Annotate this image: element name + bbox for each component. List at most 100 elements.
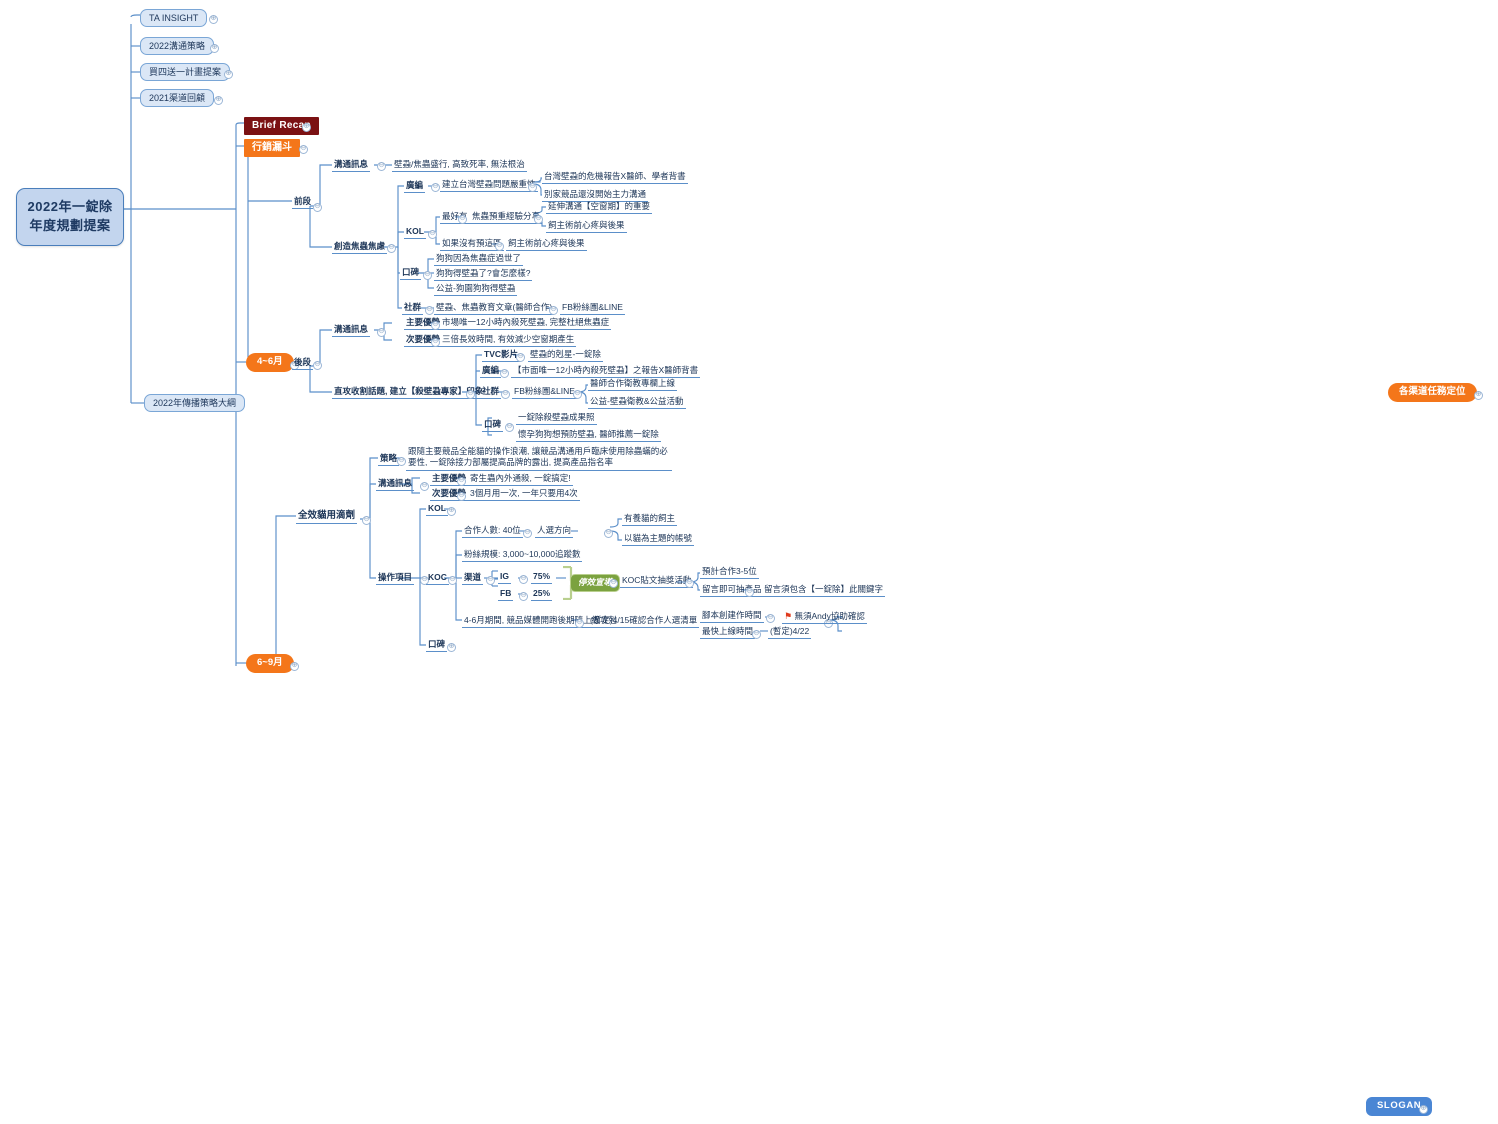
front-group-wom-label[interactable]: 口碑 <box>400 267 422 281</box>
toggle-front-kol-item-1[interactable] <box>458 215 467 224</box>
toggle-stop-effect[interactable] <box>609 579 618 588</box>
toggle-cat-msg-primary[interactable] <box>457 477 466 486</box>
koc-timeline-child-1[interactable]: 腳本創建作時間 <box>700 610 764 624</box>
toggle-koc-activity-child-2[interactable] <box>745 588 754 597</box>
toggle-back-msg-primary[interactable] <box>431 321 440 330</box>
toggle-koc-candidate-direction[interactable] <box>604 529 613 538</box>
chip-channel-roles[interactable]: 各渠道任務定位 <box>1388 383 1477 402</box>
cat-strategy-label[interactable]: 策略 <box>378 453 400 467</box>
toggle-koc-channel-fb[interactable] <box>519 592 528 601</box>
front-kol-child-2[interactable]: 飼主術前心疼與後果 <box>546 220 627 234</box>
koc-channel-ig-name[interactable]: IG <box>498 571 511 585</box>
koc-timeline-text[interactable]: 4-6月期間, 競品媒體開跑後期隨上線攻剋 <box>462 615 620 629</box>
toggle-back-msg-secondary[interactable] <box>431 338 440 347</box>
koc-timeline-child-2[interactable]: 最快上線時間 <box>700 626 756 640</box>
chip-brief-recap[interactable]: Brief Recap <box>244 117 319 135</box>
toggle-channel-roles[interactable] <box>1474 391 1483 400</box>
koc-activity-child-1[interactable]: 預計合作3-5位 <box>700 566 759 580</box>
back-wom-item-1[interactable]: 一錠除殺壁蝨成果照 <box>516 412 597 426</box>
back-social-child-2[interactable]: 公益-壁蝨衛教&公益活動 <box>588 396 686 410</box>
back-message-label[interactable]: 溝通訊息 <box>332 324 371 338</box>
root-node[interactable]: 2022年一錠除 年度規劃提案 <box>16 188 124 246</box>
toggle-stage-front[interactable] <box>313 203 322 212</box>
koc-candidate-direction[interactable]: 人選方向 <box>535 525 574 539</box>
cat-msg-primary-label[interactable]: 主要優勢 <box>430 473 469 487</box>
front-guangbian-item[interactable]: 建立台灣壁蝨問題嚴重性 <box>440 179 538 193</box>
front-group-kol-label[interactable]: KOL <box>404 226 426 240</box>
front-kol-child-1[interactable]: 延伸溝通【空窗期】的重要 <box>546 201 653 215</box>
toggle-marketing-funnel[interactable] <box>299 145 308 154</box>
toggle-period-jun-sep[interactable] <box>290 662 299 671</box>
back-tvc-item[interactable]: 壁蝨的剋星-一錠除 <box>528 349 603 363</box>
front-guangbian-child-1[interactable]: 台灣壁蝨的危機報告X醫師、學者背書 <box>542 171 688 185</box>
koc-channel-label[interactable]: 渠道 <box>462 572 484 586</box>
front-kol-item-2[interactable]: 如果沒有預這區 <box>440 238 504 252</box>
koc-activity-grandchild[interactable]: 留言須包含【一錠除】此關鍵字 <box>762 584 886 598</box>
back-group-wom-label[interactable]: 口碑 <box>482 419 504 433</box>
cat-message-label[interactable]: 溝通訊息 <box>376 478 415 492</box>
cat-koc-label[interactable]: KOC <box>426 572 449 586</box>
toggle-cat-wom[interactable] <box>447 643 456 652</box>
koc-activity-label[interactable]: KOC貼文抽獎活動 <box>620 575 694 589</box>
toggle-cat-message[interactable] <box>420 482 429 491</box>
toggle-front-group-guangbian[interactable] <box>431 183 440 192</box>
cat-wom-label[interactable]: 口碑 <box>426 639 448 653</box>
back-group-guangbian-label[interactable]: 廣編 <box>480 365 502 379</box>
toggle-cat-strategy[interactable] <box>397 457 406 466</box>
koc-timeline-child-1-detail[interactable]: ⚑ 無須Andy協助確認 <box>782 611 867 625</box>
toggle-front-group-social[interactable] <box>425 306 434 315</box>
toggle-stage-back[interactable] <box>313 361 322 370</box>
toggle-koc-channel-ig[interactable] <box>519 575 528 584</box>
toggle-front-kol-item-2[interactable] <box>495 242 504 251</box>
back-msg-secondary-text[interactable]: 三倍長效時間, 有效減少空窗期產生 <box>440 334 577 348</box>
koc-follower-scale[interactable]: 粉絲規模: 3,000~10,000追蹤數 <box>462 549 583 563</box>
toggle-koc-activity[interactable] <box>685 579 694 588</box>
toggle-cat-kol[interactable] <box>447 507 456 516</box>
toggle-cat-execution[interactable] <box>420 576 429 585</box>
toggle-cat-koc[interactable] <box>448 576 457 585</box>
toggle-koc-cooperation[interactable] <box>523 529 532 538</box>
toggle-koc-timeline-child-2[interactable] <box>752 630 761 639</box>
stage-front-label[interactable]: 前段 <box>292 196 314 210</box>
cat-kol-label[interactable]: KOL <box>426 503 448 517</box>
front-kol-item-1-sub[interactable]: 焦蟲預重經驗分享 <box>470 211 543 225</box>
back-social-item[interactable]: FB粉絲團&LINE <box>512 386 577 400</box>
toggle-koc-timeline-child-1[interactable] <box>766 614 775 623</box>
koc-channel-fb-name[interactable]: FB <box>498 588 514 602</box>
front-group-guangbian-label[interactable]: 廣編 <box>404 180 426 194</box>
back-msg-primary-label[interactable]: 主要優勢 <box>404 317 443 331</box>
back-social-child-1[interactable]: 醫師合作衛教專欄上線 <box>588 378 678 392</box>
front-anxiety-label[interactable]: 創造焦蟲焦慮 <box>332 241 388 255</box>
front-guangbian-child-2[interactable]: 別家競品還沒開始主力溝通 <box>542 189 649 203</box>
back-group-tvc-label[interactable]: TVC影片 <box>482 349 521 363</box>
toggle-2022-communication-strategy[interactable] <box>210 44 219 53</box>
toggle-back-group-wom[interactable] <box>505 423 514 432</box>
cat-execution-label[interactable]: 操作項目 <box>376 572 415 586</box>
toggle-back-group-guangbian[interactable] <box>500 369 509 378</box>
back-guangbian-item[interactable]: 【市面唯一12小時內殺死壁蝨】之報告X醫師背書 <box>511 365 701 379</box>
branch-2022-communication-strategy[interactable]: 2022溝通策略 <box>140 37 215 56</box>
toggle-back-group-tvc[interactable] <box>516 353 525 362</box>
back-harvest-label[interactable]: 直攻收割話題, 建立【殺壁蝨專家】印象 <box>332 386 486 400</box>
cat-msg-secondary-label[interactable]: 次要優勢 <box>430 488 469 502</box>
chip-marketing-funnel[interactable]: 行銷漏斗 <box>244 139 300 157</box>
toggle-back-group-social[interactable] <box>501 390 510 399</box>
front-group-social-label[interactable]: 社群 <box>402 302 424 316</box>
toggle-brief-recap[interactable] <box>302 123 311 132</box>
koc-channel-ig-value[interactable]: 75% <box>531 571 553 585</box>
front-message-detail[interactable]: 壁蝨/焦蟲盛行, 高致死率, 無法根治 <box>392 159 527 173</box>
toggle-back-harvest[interactable] <box>466 390 475 399</box>
front-wom-item-1[interactable]: 狗狗因為焦蟲症過世了 <box>434 253 524 267</box>
toggle-front-group-wom[interactable] <box>423 271 432 280</box>
toggle-front-social-item[interactable] <box>549 306 558 315</box>
koc-activity-child-2[interactable]: 留言即可抽產品 <box>700 584 764 598</box>
front-kol-item-1[interactable]: 最好有 <box>440 211 470 225</box>
branch-2021-channel-review[interactable]: 2021渠道回顧 <box>140 89 215 108</box>
koc-channel-fb-value[interactable]: 25% <box>531 588 553 602</box>
back-wom-item-2[interactable]: 懷孕狗狗想預防壁蝨, 醫師推薦一錠除 <box>516 429 661 443</box>
front-social-item[interactable]: 壁蝨、焦蟲教育文章(醫師合作) <box>434 302 555 316</box>
chip-period-jun-sep[interactable]: 6~9月 <box>246 654 294 673</box>
chip-period-apr-jun[interactable]: 4~6月 <box>246 353 294 372</box>
toggle-front-group-kol[interactable] <box>428 230 437 239</box>
front-message-label[interactable]: 溝通訊息 <box>332 159 371 173</box>
